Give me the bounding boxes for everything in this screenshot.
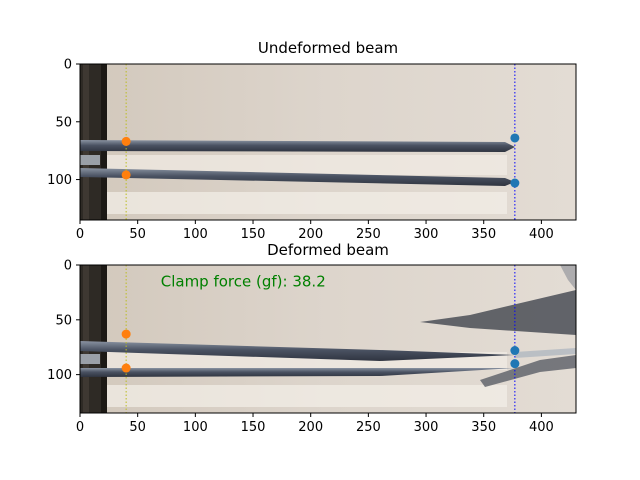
subplot-deformed: Deformed beam Clamp force (gf): 38.2 0 50… xyxy=(47,241,577,435)
beam-photo xyxy=(80,64,576,220)
y-ticks: 0 50 100 xyxy=(47,259,80,383)
x-tick-label: 50 xyxy=(129,227,146,242)
x-tick-label: 200 xyxy=(298,420,323,435)
x-tick-label: 300 xyxy=(414,227,439,242)
marker-point xyxy=(510,359,520,369)
x-tick-label: 350 xyxy=(471,420,496,435)
x-ticks: 0 50 100 150 200 250 300 350 400 xyxy=(76,220,554,242)
x-tick-label: 0 xyxy=(76,227,84,242)
y-tick-label: 100 xyxy=(47,368,72,383)
y-tick-label: 50 xyxy=(55,313,72,328)
beam-photo xyxy=(80,265,576,413)
axes-frame xyxy=(79,264,577,414)
marker-point xyxy=(510,346,520,356)
y-tick-label: 0 xyxy=(64,58,72,73)
marker-point xyxy=(121,329,131,339)
axes-frame xyxy=(79,63,577,221)
x-tick-label: 400 xyxy=(529,420,554,435)
x-ticks: 0 50 100 150 200 250 300 350 400 xyxy=(76,413,554,435)
y-tick-label: 50 xyxy=(55,115,72,130)
chart-title: Undeformed beam xyxy=(258,39,398,57)
x-tick-label: 350 xyxy=(471,227,496,242)
x-tick-label: 400 xyxy=(529,227,554,242)
x-tick-label: 50 xyxy=(129,420,146,435)
marker-point xyxy=(121,363,131,373)
clamp-force-annotation: Clamp force (gf): 38.2 xyxy=(161,272,326,290)
x-tick-label: 100 xyxy=(183,227,208,242)
overlay-marks xyxy=(121,265,520,413)
x-tick-label: 150 xyxy=(241,420,266,435)
overlay-marks xyxy=(121,64,520,220)
x-tick-label: 150 xyxy=(241,227,266,242)
marker-point xyxy=(510,133,520,143)
y-tick-label: 0 xyxy=(64,259,72,274)
x-tick-label: 250 xyxy=(356,227,381,242)
x-tick-label: 100 xyxy=(183,420,208,435)
chart-title: Deformed beam xyxy=(267,241,389,259)
marker-point xyxy=(510,178,520,188)
x-tick-label: 0 xyxy=(76,420,84,435)
y-tick-label: 100 xyxy=(47,173,72,188)
x-tick-label: 200 xyxy=(298,227,323,242)
x-tick-label: 300 xyxy=(414,420,439,435)
y-ticks: 0 50 100 xyxy=(47,58,80,188)
marker-point xyxy=(121,170,131,180)
x-tick-label: 250 xyxy=(356,420,381,435)
marker-point xyxy=(121,136,131,146)
subplot-undeformed: Undeformed beam 0 50 100 0 50 100 150 200 250 30… xyxy=(47,39,577,242)
